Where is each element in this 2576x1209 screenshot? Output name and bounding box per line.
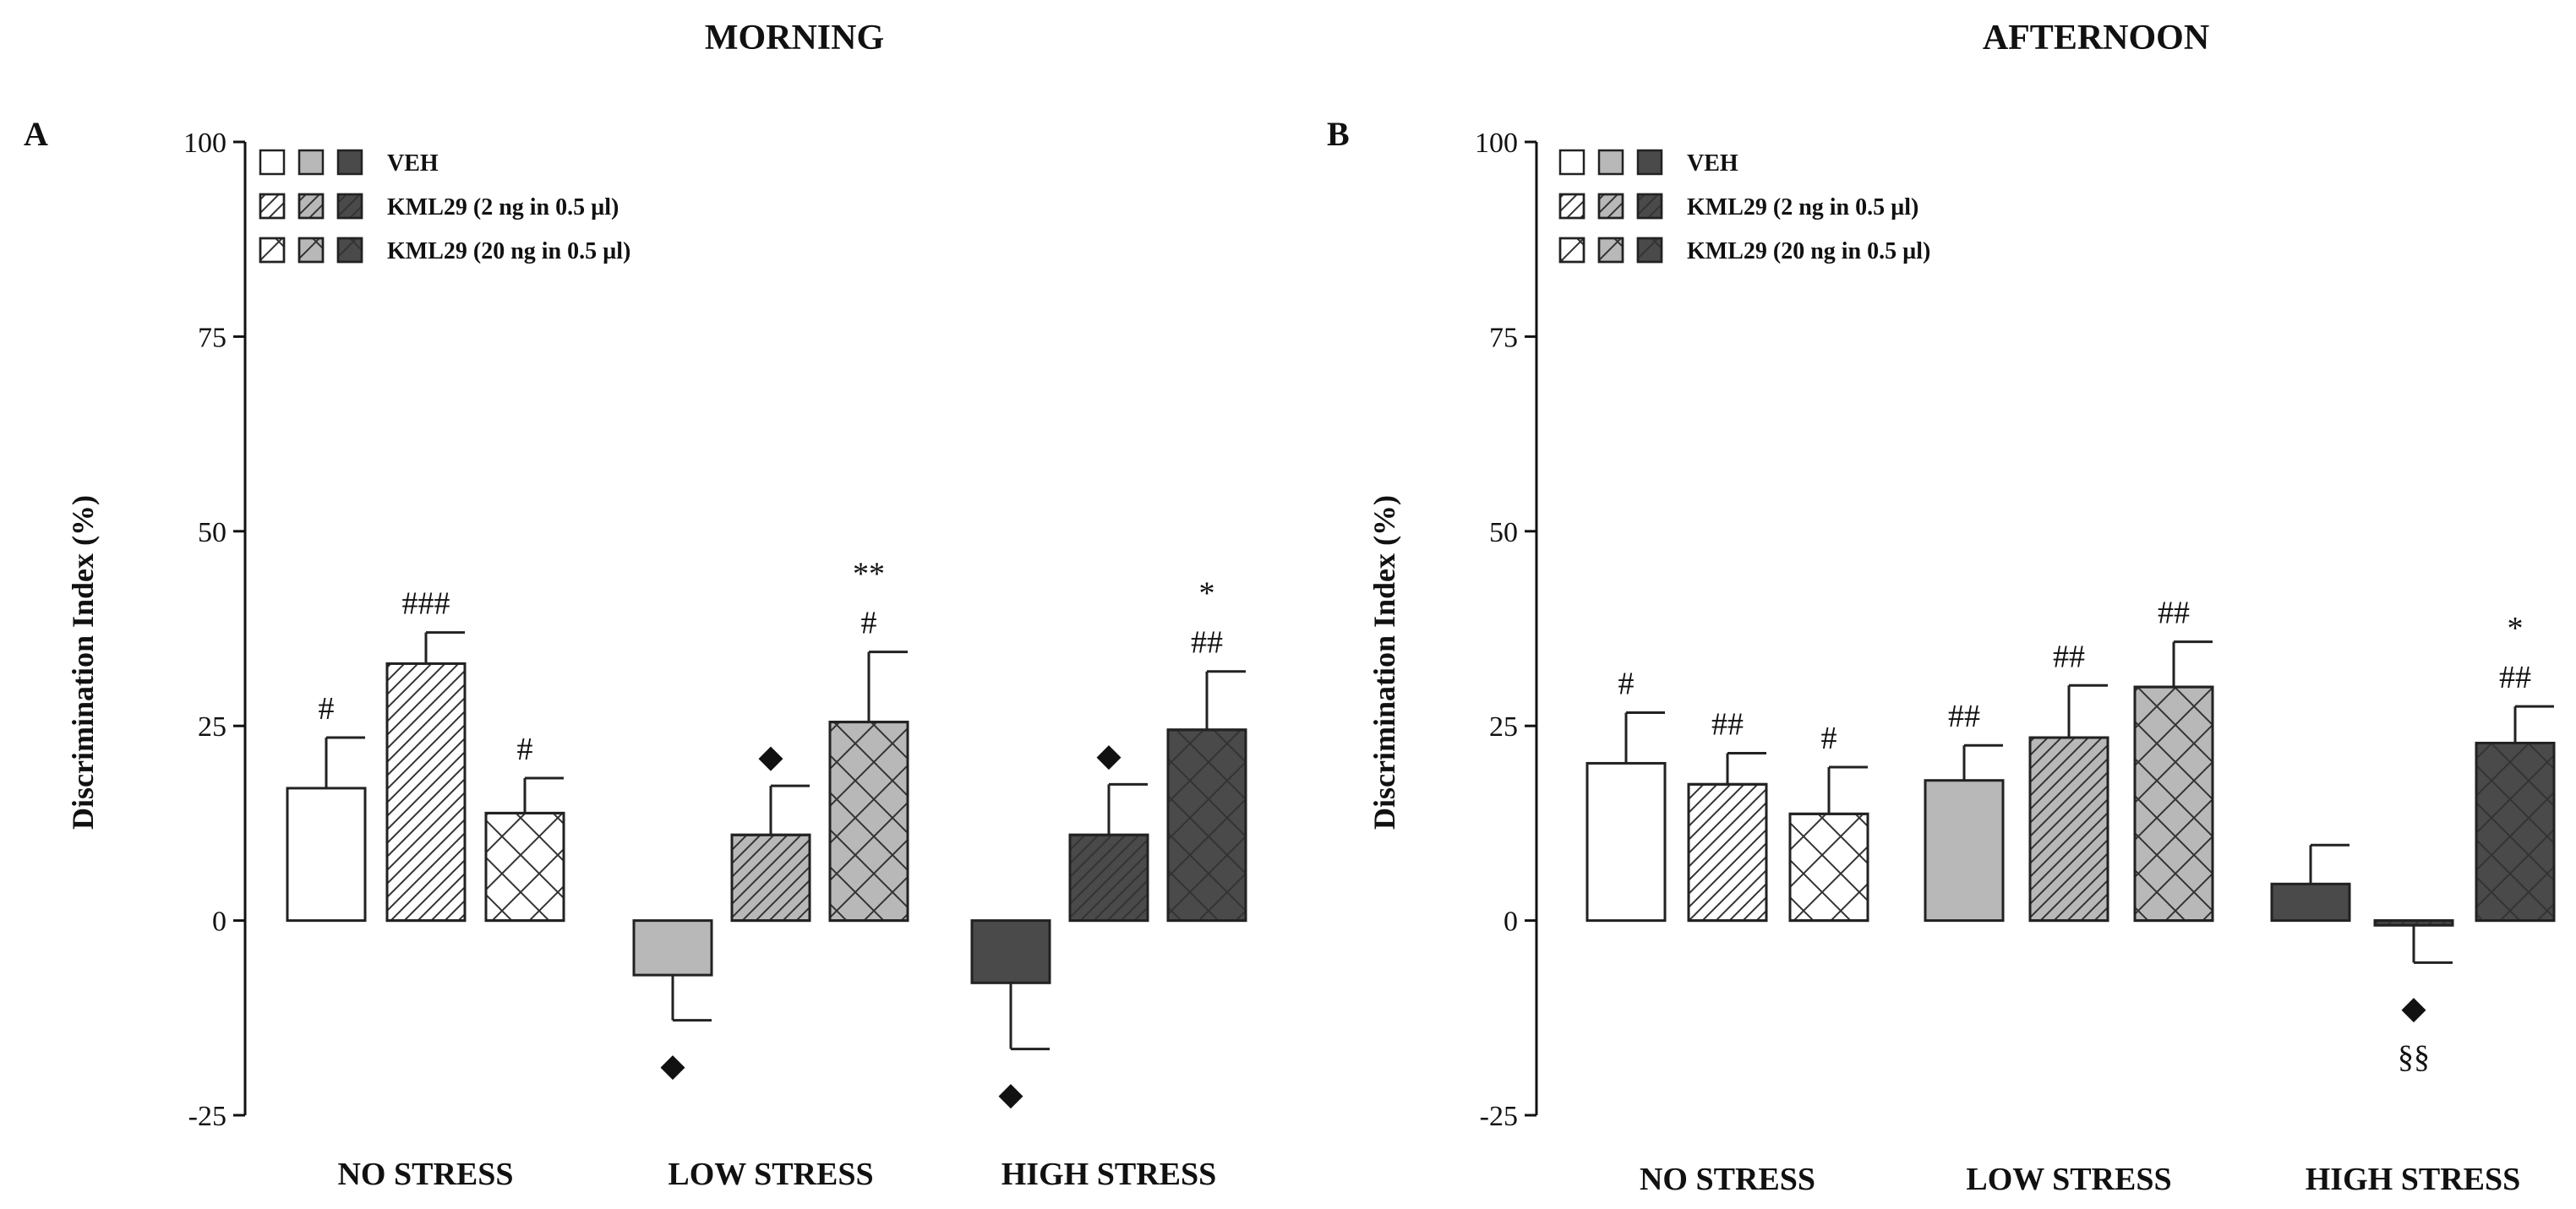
significance-marker: ## (1711, 706, 1744, 742)
significance-marker: # (1821, 721, 1837, 756)
y-tick-label: 25 (1489, 711, 1518, 743)
significance-marker: ** (853, 557, 885, 592)
bar-low-stress-veh (632, 919, 713, 977)
bar-no-stress-kml29-20-ng-in-0-5-l-pattern (484, 811, 565, 923)
bar-high-stress-kml29-2-ng-in-0-5-l-pattern (2373, 919, 2454, 927)
group-label-no-stress: NO STRESS (337, 1157, 513, 1192)
y-tick-label: 0 (212, 907, 226, 938)
legend-label: KML29 (2 ng in 0.5 µl) (387, 194, 619, 221)
panel-afternoon: AFTERNOON B -25 0 25 50 75 100 Discrimination In… (1327, 19, 2556, 1197)
legend-swatch (259, 149, 286, 176)
legend-swatch-pattern (1597, 237, 1624, 264)
legend-label: KML29 (20 ng in 0.5 µl) (1687, 238, 1930, 264)
legend-swatch-pattern (1597, 193, 1624, 220)
significance-marker: ◆ (2401, 990, 2426, 1026)
group-label-high-stress: HIGH STRESS (1001, 1157, 1217, 1192)
bar-high-stress-kml29-20-ng-in-0-5-l-pattern (2475, 741, 2556, 923)
significance-marker: * (1199, 576, 1215, 612)
significance-marker: ◆ (1096, 738, 1122, 773)
group-label-low-stress: LOW STRESS (668, 1157, 873, 1192)
y-tick-label: 75 (1489, 322, 1518, 353)
significance-marker: ## (2158, 596, 2190, 631)
legend-swatch-pattern (336, 193, 363, 220)
bar-high-stress-kml29-2-ng-in-0-5-l-pattern (1068, 833, 1149, 923)
significance-marker: # (1618, 667, 1635, 702)
y-tick-label: 100 (183, 128, 226, 159)
bar-no-stress-veh (286, 787, 367, 923)
group-label-low-stress: LOW STRESS (1966, 1162, 2171, 1197)
significance-marker: # (861, 606, 877, 641)
legend-swatch-pattern (1636, 193, 1663, 220)
significance-marker: ## (2053, 639, 2085, 674)
significance-marker: ### (402, 586, 450, 622)
y-axis-label: Discrimination Index (%) (1367, 495, 1401, 830)
significance-marker: ◆ (998, 1077, 1023, 1113)
y-tick-label: -25 (188, 1101, 226, 1132)
bar-low-stress-kml29-2-ng-in-0-5-l-pattern (730, 833, 811, 923)
legend-label: VEH (387, 150, 439, 177)
panel-title: MORNING (705, 19, 884, 57)
group-label-high-stress: HIGH STRESS (2306, 1162, 2521, 1197)
significance-marker: ## (1948, 699, 1980, 734)
significance-marker: ## (1191, 625, 1223, 661)
legend-swatch-pattern (336, 237, 363, 264)
significance-marker: # (319, 691, 335, 727)
legend-swatch (297, 149, 325, 176)
legend-swatch-pattern (297, 237, 325, 264)
y-tick-label: 0 (1504, 907, 1518, 938)
bar-no-stress-kml29-2-ng-in-0-5-l-pattern (1687, 782, 1768, 923)
legend-swatch-pattern (259, 193, 286, 220)
y-axis-label: Discrimination Index (%) (66, 495, 100, 830)
bar-low-stress-kml29-20-ng-in-0-5-l-pattern (2133, 685, 2214, 923)
y-tick-label: 50 (198, 517, 226, 548)
y-tick-label: 25 (198, 711, 226, 743)
y-tick-label: 100 (1475, 128, 1518, 159)
legend-swatch (1597, 149, 1624, 176)
bar-no-stress-kml29-2-ng-in-0-5-l-pattern (385, 662, 467, 923)
legend-swatch-pattern (1558, 237, 1585, 264)
y-tick-label: -25 (1480, 1101, 1518, 1132)
panel-title: AFTERNOON (1983, 19, 2209, 57)
significance-marker: ## (2499, 660, 2531, 695)
significance-marker: §§ (2398, 1039, 2430, 1075)
legend-swatch-pattern (297, 193, 325, 220)
bar-high-stress-kml29-20-ng-in-0-5-l-pattern (1166, 728, 1247, 923)
bar-low-stress-kml29-2-ng-in-0-5-l-pattern (2028, 736, 2109, 923)
bar-high-stress-veh (970, 919, 1051, 984)
legend-swatch-pattern (259, 237, 286, 264)
legend-label: VEH (1687, 150, 1738, 177)
panel-morning: MORNING A -25 0 25 50 75 100 Discrimination Inde… (24, 19, 1247, 1192)
legend-swatch-pattern (1636, 237, 1663, 264)
bar-high-stress-veh (2270, 882, 2351, 923)
y-tick-label: 50 (1489, 517, 1518, 548)
legend-swatch-pattern (1558, 193, 1585, 220)
significance-marker: ◆ (758, 739, 783, 775)
panel-letter: B (1327, 115, 1350, 153)
bar-low-stress-veh (1924, 779, 2005, 923)
significance-marker: ◆ (660, 1048, 685, 1084)
bar-no-stress-kml29-20-ng-in-0-5-l-pattern (1788, 812, 1869, 923)
legend-label: KML29 (2 ng in 0.5 µl) (1687, 194, 1918, 221)
y-tick-label: 75 (198, 322, 226, 353)
legend-label: KML29 (20 ng in 0.5 µl) (387, 238, 630, 264)
significance-marker: * (2508, 611, 2524, 646)
bar-no-stress-veh (1585, 761, 1667, 923)
legend-swatch (336, 149, 363, 176)
legend-swatch (1636, 149, 1663, 176)
panel-letter: A (24, 115, 48, 153)
group-label-no-stress: NO STRESS (1640, 1162, 1815, 1197)
legend-swatch (1558, 149, 1585, 176)
significance-marker: # (517, 732, 533, 767)
bar-low-stress-kml29-20-ng-in-0-5-l-pattern (828, 721, 909, 923)
